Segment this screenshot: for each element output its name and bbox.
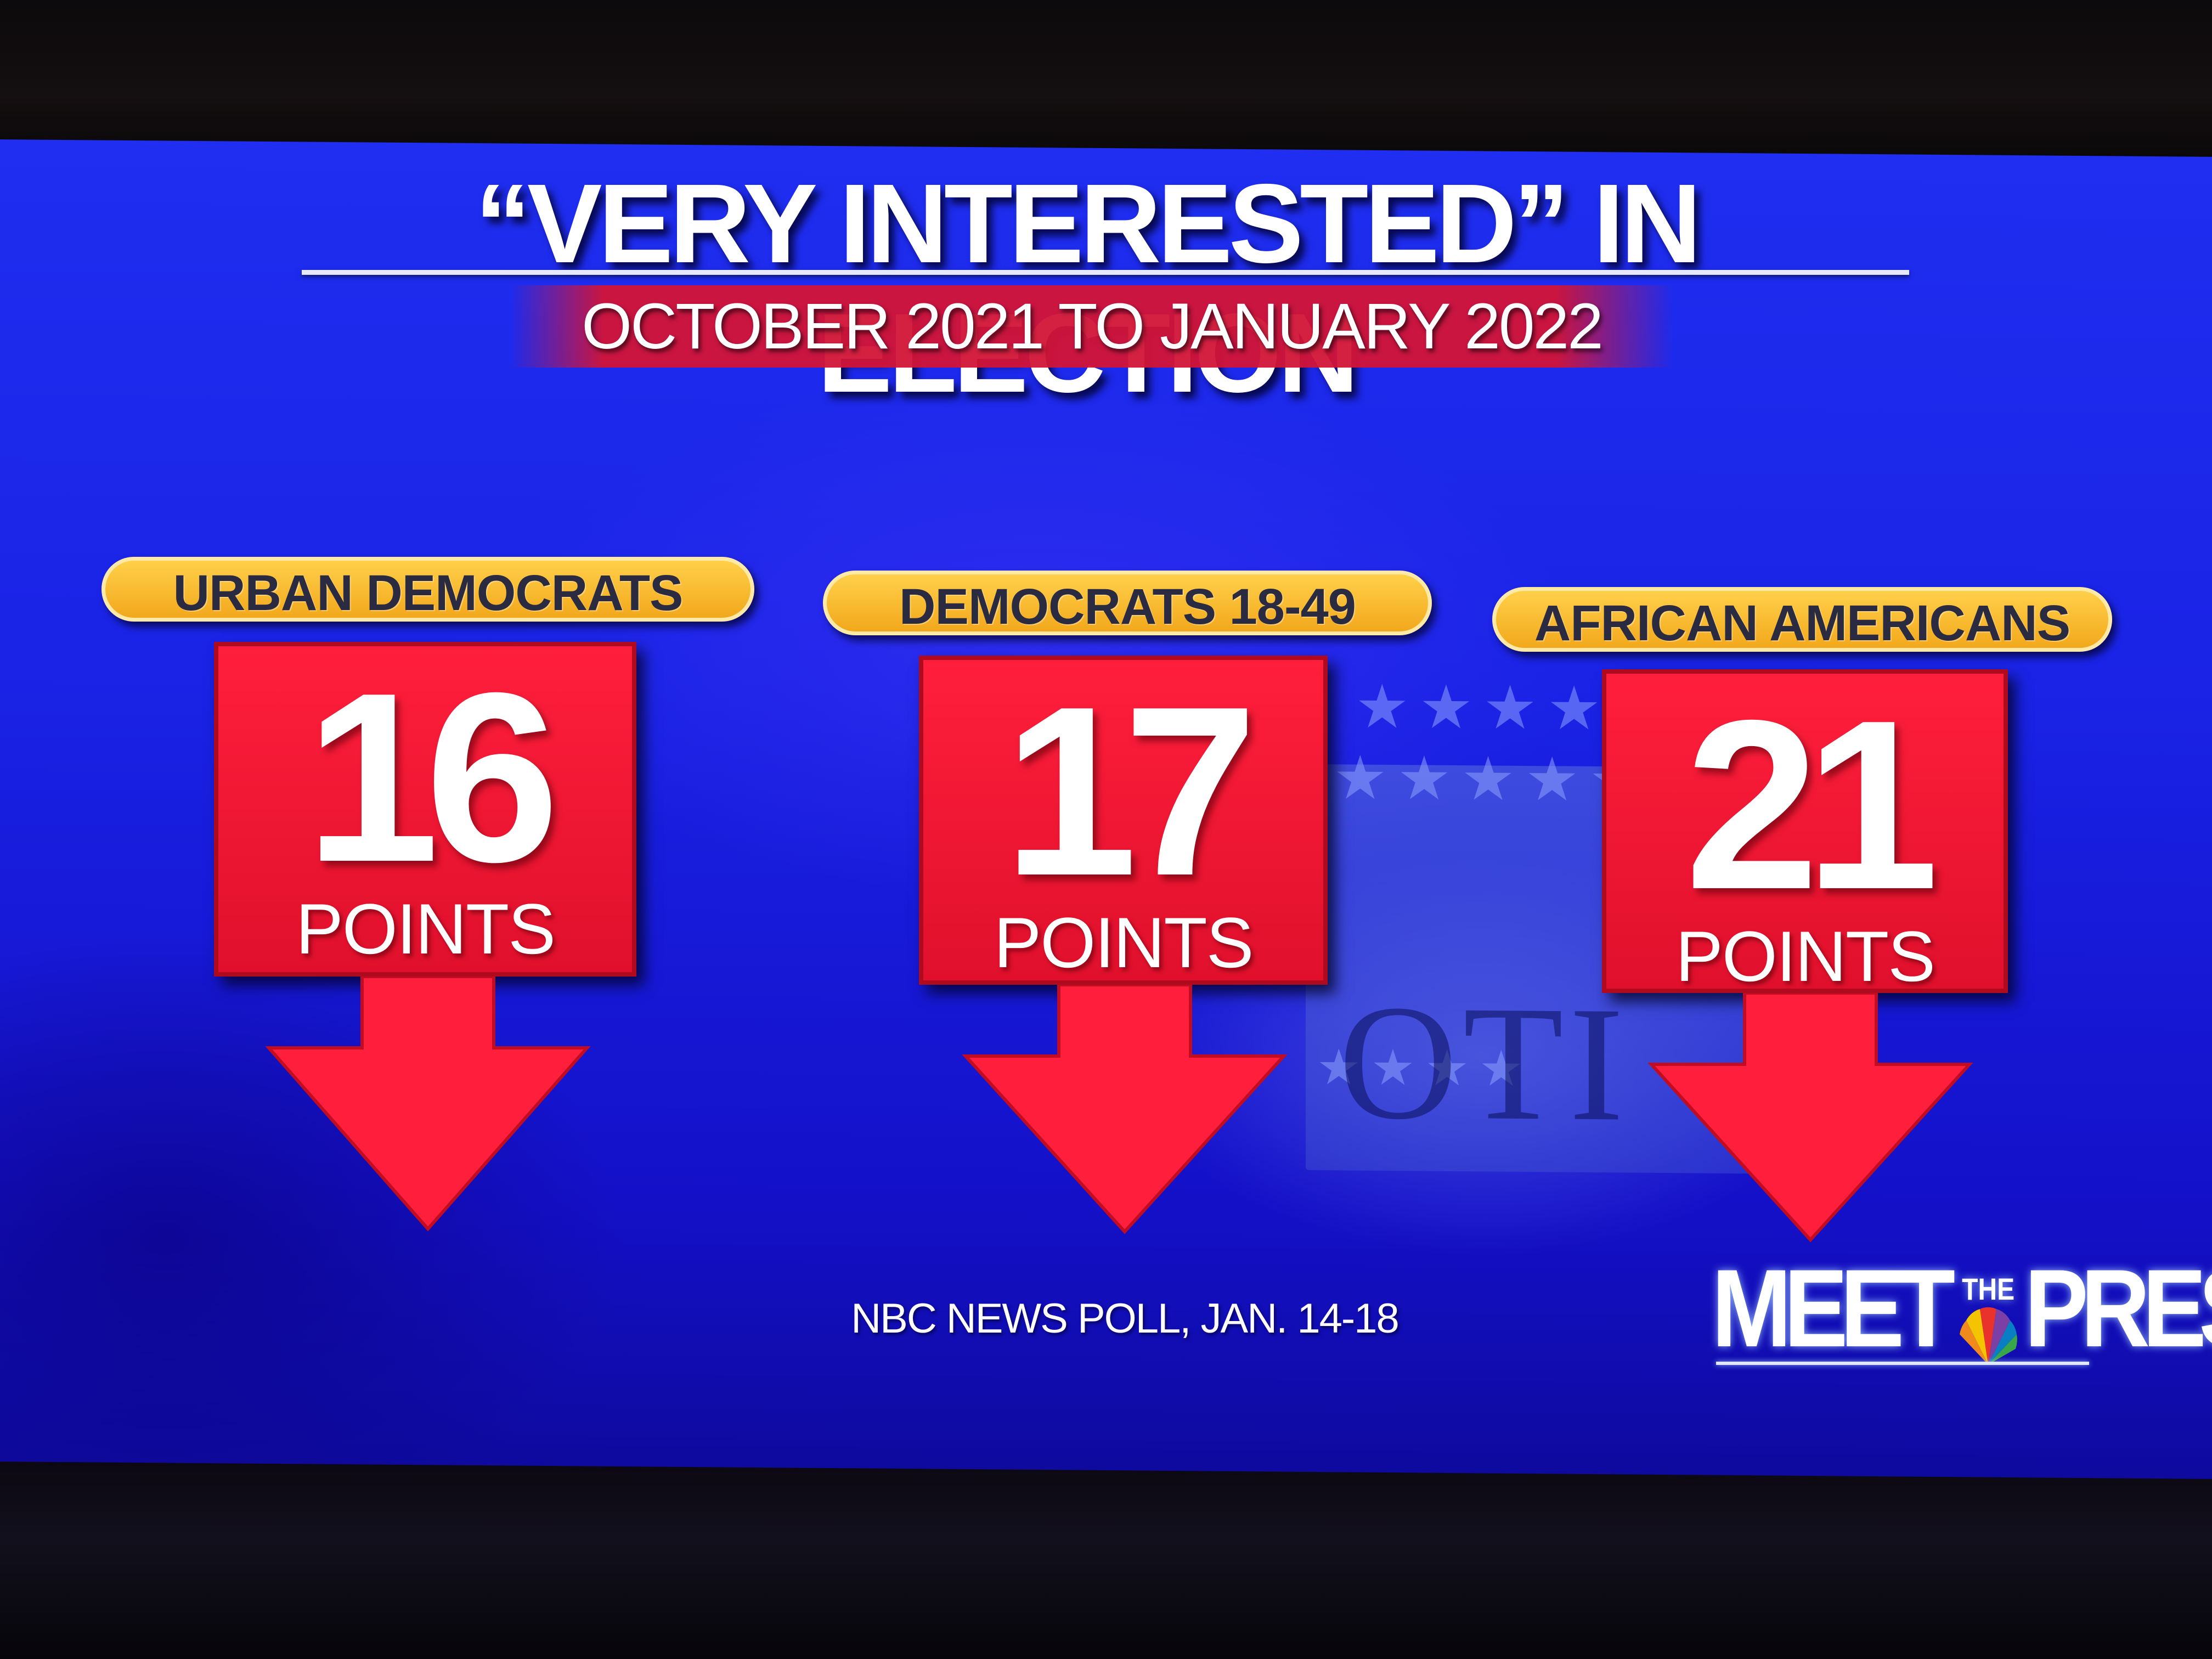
meet-the-press-logo: MEET THE PRESS xyxy=(1712,1245,2212,1370)
stat-value: 16 xyxy=(305,643,559,912)
group-label-urban-democrats: URBAN DEMOCRATS xyxy=(101,557,754,622)
stat-value: 17 xyxy=(1003,657,1257,926)
group-label-african-americans: AFRICAN AMERICANS xyxy=(1492,587,2112,652)
logo-underline xyxy=(1716,1362,2089,1365)
logo-word-the: THE xyxy=(1962,1273,2015,1307)
title-underline xyxy=(302,270,1909,275)
arrow-down-icon xyxy=(265,977,591,1232)
stat-card-democrats-18-49: 17 POINTS xyxy=(919,656,1328,985)
tv-stand-bottom xyxy=(0,1459,2212,1659)
stat-unit: POINTS xyxy=(994,902,1254,983)
stat-value: 21 xyxy=(1685,670,1939,940)
logo-word-meet: MEET xyxy=(1712,1247,1955,1370)
stat-unit: POINTS xyxy=(296,889,556,969)
stat-card-african-americans: 21 POINTS xyxy=(1602,669,2008,993)
stat-unit: POINTS xyxy=(1675,916,1936,996)
ballot-word: OTI xyxy=(1339,970,1629,1155)
peacock-icon: THE xyxy=(1955,1270,2021,1365)
stat-card-urban-democrats: 16 POINTS xyxy=(214,642,636,977)
logo-word-press: PRESS xyxy=(2024,1247,2212,1370)
group-label-democrats-18-49: DEMOCRATS 18-49 xyxy=(823,571,1432,635)
arrow-down-icon xyxy=(962,985,1288,1234)
graphic-subtitle: OCTOBER 2021 TO JANUARY 2022 xyxy=(582,290,1604,363)
source-credit: NBC NEWS POLL, JAN. 14-18 xyxy=(851,1295,1399,1342)
room-wall-top xyxy=(0,0,2212,159)
subtitle-band xyxy=(510,285,1673,368)
arrow-down-icon xyxy=(1647,993,1973,1243)
